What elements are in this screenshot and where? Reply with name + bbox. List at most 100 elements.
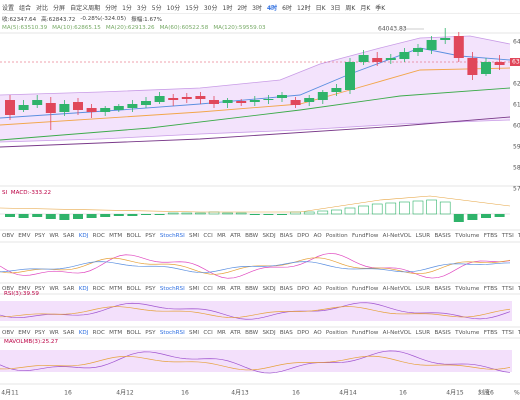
indicator-tab[interactable]: PSY — [34, 330, 46, 336]
indicator-tab[interactable]: KDJ — [78, 330, 89, 336]
indicator-tab[interactable]: ROC — [92, 286, 105, 292]
indicator-tab[interactable]: LSUR — [415, 330, 431, 336]
indicator-tab[interactable]: TTMU — [518, 233, 520, 239]
tool-button[interactable]: 组合 — [19, 4, 32, 12]
tool-button[interactable]: 对比 — [36, 4, 49, 12]
indicator-tab[interactable]: FundFlow — [352, 286, 379, 292]
indicator-tab[interactable]: WR — [49, 330, 59, 336]
indicator-tab[interactable]: SAR — [63, 330, 75, 336]
tool-button[interactable]: 分屏 — [53, 4, 66, 12]
indicator-tab[interactable]: SMI — [189, 233, 200, 239]
indicator-tab[interactable]: BIAS — [279, 286, 293, 292]
indicator-tab[interactable]: Position — [325, 286, 348, 292]
indicator-tab[interactable]: EMV — [18, 330, 31, 336]
indicator-tab[interactable]: BBW — [245, 330, 259, 336]
indicator-tab[interactable]: PSY — [145, 330, 156, 336]
indicator-tab[interactable]: MTM — [109, 330, 123, 336]
indicator-tab[interactable]: FTBS — [483, 233, 498, 239]
indicator-tab[interactable]: BASIS — [434, 330, 451, 336]
indicator-tab[interactable]: ATR — [230, 330, 241, 336]
indicator-tab[interactable]: ATR — [230, 233, 241, 239]
indicator-tab[interactable]: CCI — [203, 286, 213, 292]
indicator-tab[interactable]: TTSI — [501, 233, 514, 239]
indicator-tab[interactable]: Position — [325, 233, 348, 239]
indicator-tab[interactable]: PSY — [34, 233, 46, 239]
indicator-tab[interactable]: KDJ — [78, 286, 89, 292]
indicator-tab[interactable]: BASIS — [434, 286, 451, 292]
indicator-tab[interactable]: StochRSI — [159, 286, 185, 292]
indicator-tab[interactable]: LSUR — [415, 286, 431, 292]
period-button[interactable]: 分时 — [105, 4, 118, 12]
indicator-tab[interactable]: BBW — [245, 286, 259, 292]
period-button[interactable]: 3分 — [136, 4, 147, 12]
indicator-tab[interactable]: OBV — [2, 233, 14, 239]
indicator-tab[interactable]: EMV — [18, 233, 31, 239]
indicator-tab[interactable]: MTM — [109, 233, 123, 239]
period-button[interactable]: 4时 — [266, 4, 278, 12]
indicator-tab[interactable]: LSUR — [415, 233, 431, 239]
period-button[interactable]: 1分 — [122, 4, 132, 12]
indicator-tab[interactable]: PSY — [145, 286, 156, 292]
indicator-tab[interactable]: FTBS — [483, 330, 498, 336]
indicator-tab[interactable]: OBV — [2, 330, 14, 336]
indicator-tab[interactable]: AO — [313, 286, 322, 292]
indicator-tab[interactable]: BBW — [245, 233, 259, 239]
indicator-tab[interactable]: AO — [313, 330, 322, 336]
indicator-tab[interactable]: BOLL — [126, 286, 141, 292]
period-button[interactable]: 日K — [315, 4, 326, 12]
indicator-tab[interactable]: TTMU — [518, 286, 520, 292]
indicator-tab[interactable]: TTSI — [501, 330, 514, 336]
period-button[interactable]: 周K — [345, 4, 356, 12]
indicator-tab[interactable]: BIAS — [279, 330, 293, 336]
indicator-tab[interactable]: BIAS — [279, 233, 293, 239]
period-button[interactable]: 30分 — [203, 4, 218, 12]
indicator-tab[interactable]: TVolume — [455, 233, 480, 239]
tool-button[interactable]: 设置 — [2, 4, 15, 12]
indicator-tab[interactable]: SAR — [63, 233, 75, 239]
indicator-tab[interactable]: MR — [217, 330, 226, 336]
indicator-tab[interactable]: CCI — [203, 330, 213, 336]
indicator-tab[interactable]: AI-NetVOL — [382, 286, 412, 292]
indicator-tab[interactable]: StochRSI — [159, 330, 185, 336]
indicator-tab[interactable]: FundFlow — [352, 233, 379, 239]
indicator-tab[interactable]: BOLL — [126, 330, 141, 336]
indicator-tab[interactable]: PSY — [34, 286, 46, 292]
period-button[interactable]: 10分 — [166, 4, 181, 12]
indicator-tab[interactable]: MR — [217, 286, 226, 292]
period-button[interactable]: 15分 — [185, 4, 199, 12]
indicator-tab[interactable]: DPO — [297, 286, 310, 292]
period-button[interactable]: 月K — [360, 4, 371, 12]
indicator-tab[interactable]: AI-NetVOL — [382, 330, 412, 336]
indicator-tab[interactable]: PSY — [145, 233, 156, 239]
period-button[interactable]: 12时 — [297, 4, 311, 12]
period-button[interactable]: 1时 — [222, 4, 233, 12]
indicator-tab[interactable]: AO — [313, 233, 322, 239]
indicator-tab[interactable]: FundFlow — [352, 330, 379, 336]
indicator-tab[interactable]: SMI — [189, 286, 200, 292]
indicator-tab[interactable]: MTM — [109, 286, 123, 292]
indicator-tab[interactable]: OBV — [2, 286, 14, 292]
tool-button[interactable]: 自定义周期 — [70, 4, 101, 12]
indicator-tab[interactable]: Position — [325, 330, 348, 336]
indicator-tab[interactable]: BOLL — [126, 233, 141, 239]
period-button[interactable]: 3日 — [330, 4, 341, 12]
indicator-tab[interactable]: KDJ — [78, 233, 89, 239]
indicator-tab[interactable]: EMV — [18, 286, 31, 292]
indicator-tab[interactable]: TVolume — [455, 286, 480, 292]
indicator-tab[interactable]: ROC — [92, 233, 105, 239]
indicator-tab[interactable]: SKDJ — [262, 286, 276, 292]
period-button[interactable]: 2时 — [237, 4, 248, 12]
indicator-tab[interactable]: TTSI — [501, 286, 514, 292]
indicator-tab[interactable]: MR — [217, 233, 226, 239]
indicator-tab[interactable]: SKDJ — [262, 330, 276, 336]
indicator-tab[interactable]: SAR — [63, 286, 75, 292]
period-button[interactable]: 季K — [375, 4, 386, 12]
indicator-tab[interactable]: FTBS — [483, 286, 498, 292]
indicator-tab[interactable]: SMI — [189, 330, 200, 336]
indicator-tab[interactable]: StochRSI — [159, 233, 185, 239]
period-button[interactable]: 6时 — [282, 4, 292, 12]
period-button[interactable]: 5分 — [151, 4, 162, 12]
period-button[interactable]: 3时 — [252, 4, 262, 12]
indicator-tab[interactable]: SKDJ — [262, 233, 276, 239]
indicator-tab[interactable]: ROC — [92, 330, 105, 336]
